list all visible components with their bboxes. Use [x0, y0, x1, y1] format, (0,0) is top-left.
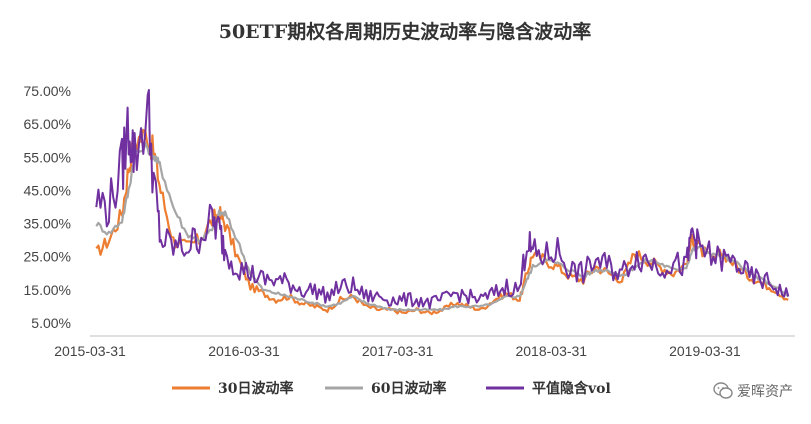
y-tick-label: 35.00%	[24, 216, 71, 232]
watermark: 爱晖资产	[713, 381, 793, 401]
y-tick-label: 25.00%	[24, 249, 71, 265]
series-line-2	[95, 142, 790, 312]
series-line-1	[95, 128, 789, 316]
legend-label: 30日波动率	[218, 380, 293, 397]
x-tick-label: 2018-03-31	[515, 343, 587, 359]
legend: 30日波动率 60日波动率 平值隐含vol	[172, 380, 611, 397]
y-tick-label: 55.00%	[24, 149, 71, 165]
x-axis: 2015-03-31 2016-03-31 2017-03-31 2018-03-31…	[54, 343, 741, 359]
y-axis: 75.00% 65.00% 55.00% 45.00% 35.00% 25.00% 15.0…	[24, 83, 71, 331]
chart-title: 50ETF期权各周期历史波动率与隐含波动率	[219, 20, 592, 43]
wechat-icon	[713, 382, 733, 399]
x-tick-label: 2016-03-31	[208, 343, 280, 359]
y-tick-label: 75.00%	[24, 83, 71, 99]
legend-label: 平值隐含vol	[532, 380, 611, 397]
x-tick-label: 2017-03-31	[362, 343, 434, 359]
y-tick-label: 65.00%	[24, 116, 71, 132]
x-tick-label: 2015-03-31	[54, 343, 126, 359]
series-line-3	[95, 89, 790, 310]
y-tick-label: 5.00%	[31, 315, 71, 331]
watermark-text: 爱晖资产	[737, 384, 793, 400]
series-group	[95, 89, 790, 316]
legend-label: 60日波动率	[371, 380, 446, 397]
y-tick-label: 15.00%	[24, 282, 71, 298]
y-tick-label: 45.00%	[24, 182, 71, 198]
x-tick-label: 2019-03-31	[669, 343, 741, 359]
